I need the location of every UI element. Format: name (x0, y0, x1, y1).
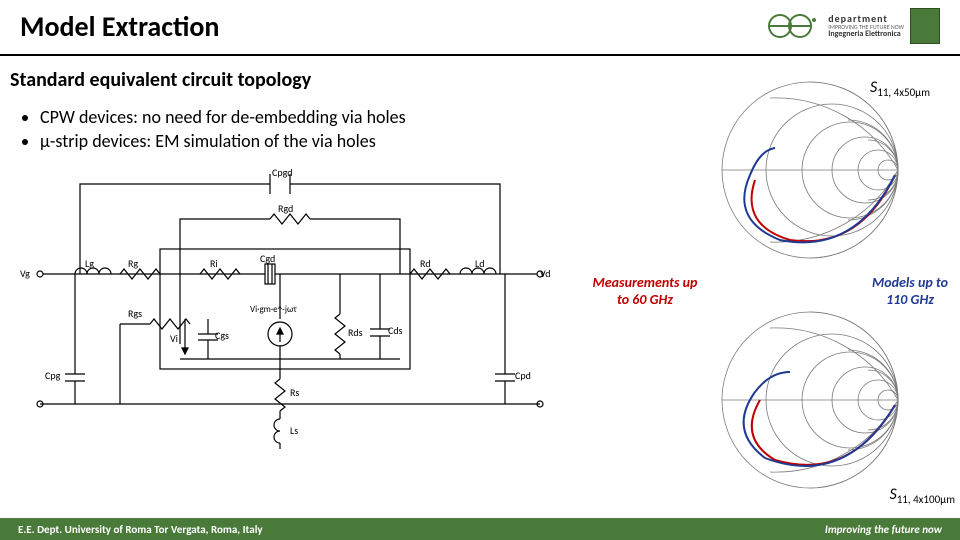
logo-text: department IMPROVING THE FUTURE NOW Inge… (828, 13, 904, 39)
label-cpg: Cpg (45, 369, 60, 382)
label-ls: Ls (290, 424, 298, 437)
university-badge-icon (910, 8, 940, 44)
s-sub: 11, 4x100µm (897, 493, 955, 506)
s-letter: S (889, 485, 896, 504)
logo-area: department IMPROVING THE FUTURE NOW Inge… (766, 8, 940, 44)
footer-left: E.E. Dept. University of Roma Tor Vergat… (18, 523, 263, 536)
circuit-diagram: Cpgd Rgd Vg Lg Rg Ri Cgd Rd Ld Vd Rgs Vi… (20, 164, 550, 454)
label-cpd: Cpd (515, 369, 531, 382)
s11-bottom-label: S11, 4x100µm (889, 485, 955, 506)
label-ri: Ri (210, 257, 218, 270)
label-cgd: Cgd (260, 252, 275, 265)
models-label: Models up to 110 GHz (860, 275, 960, 309)
label-rs: Rs (290, 386, 299, 399)
label-rds: Rds (348, 326, 363, 339)
label-igm: Vi·gm·e^-jωτ (250, 304, 297, 315)
label-cds: Cds (388, 324, 403, 337)
logo-bot: Ingegneria Elettronica (828, 30, 904, 39)
label-cpgd: Cpgd (272, 166, 292, 179)
label-rd: Rd (420, 257, 431, 270)
left-column: CPW devices: no need for de-embedding vi… (10, 100, 590, 454)
smith-svg-bottom (720, 310, 900, 490)
slide-header: Model Extraction department IMPROVING TH… (0, 0, 960, 56)
smith-chart-top (720, 80, 900, 265)
label-vd: Vd (540, 267, 551, 280)
label-lg: Lg (85, 257, 94, 270)
measurements-label: Measurements up to 60 GHz (590, 275, 700, 309)
smith-chart-bottom (720, 310, 900, 495)
footer-bar: E.E. Dept. University of Roma Tor Vergat… (0, 518, 960, 540)
content-area: CPW devices: no need for de-embedding vi… (0, 100, 960, 454)
footer-right: Improving the future now (825, 523, 942, 536)
label-rgd: Rgd (278, 202, 293, 215)
label-rg: Rg (128, 257, 138, 270)
smith-svg-top (720, 80, 900, 260)
department-logo-icon (766, 12, 822, 40)
label-ld: Ld (475, 257, 484, 270)
bullet-item: CPW devices: no need for de-embedding vi… (40, 106, 590, 128)
bullet-list: CPW devices: no need for de-embedding vi… (10, 100, 590, 164)
label-vg: Vg (20, 267, 30, 280)
label-cgs: Cgs (215, 329, 229, 342)
label-vi: Vi (170, 332, 178, 345)
page-title: Model Extraction (20, 9, 219, 44)
label-rgs: Rgs (128, 307, 142, 320)
bullet-item: µ-strip devices: EM simulation of the vi… (40, 130, 590, 152)
right-column: S11, 4x50µm (590, 100, 950, 454)
